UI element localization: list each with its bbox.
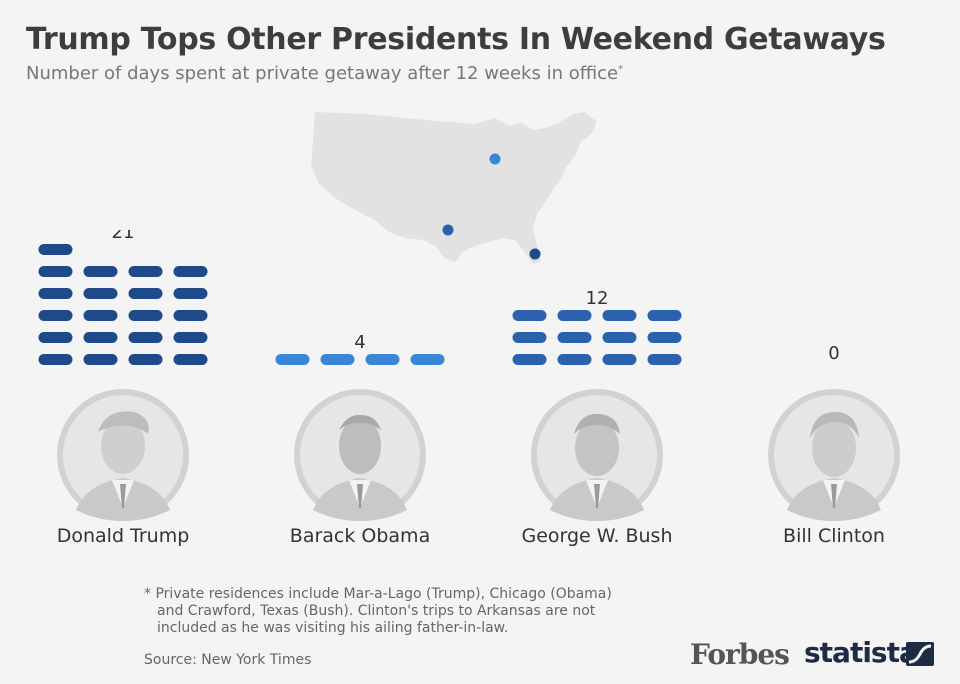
value-label: 21 bbox=[112, 230, 135, 243]
day-pill bbox=[83, 266, 118, 277]
day-pill bbox=[512, 310, 547, 321]
name-label-bush: George W. Bush bbox=[521, 525, 673, 547]
subtitle-footnote-marker: * bbox=[618, 64, 624, 75]
day-pill bbox=[365, 354, 400, 365]
day-pill bbox=[320, 354, 355, 365]
obama-portrait-icon bbox=[294, 389, 426, 521]
chart-subtitle: Number of days spent at private getaway … bbox=[26, 63, 623, 84]
value-label: 12 bbox=[586, 288, 609, 309]
day-pill bbox=[275, 354, 310, 365]
footnote-line: * Private residences include Mar-a-Lago … bbox=[144, 586, 612, 602]
day-pill bbox=[647, 332, 682, 343]
day-pill bbox=[173, 310, 208, 321]
footnote: * Private residences include Mar-a-Lago … bbox=[144, 586, 664, 637]
map-marker-crawford bbox=[442, 224, 454, 236]
day-pill bbox=[83, 310, 118, 321]
day-pill bbox=[602, 310, 637, 321]
statista-logo: statista bbox=[804, 636, 918, 669]
day-pill bbox=[647, 310, 682, 321]
chart-title: Trump Tops Other Presidents In Weekend G… bbox=[26, 22, 886, 57]
getaway-days-chart: 21 4 12 0 bbox=[38, 230, 840, 365]
day-pill bbox=[128, 288, 163, 299]
day-pill bbox=[557, 332, 592, 343]
day-pill bbox=[128, 332, 163, 343]
footnote-line: included as he was visiting his ailing f… bbox=[157, 620, 509, 636]
bush-portrait-icon bbox=[531, 389, 663, 521]
day-pill bbox=[410, 354, 445, 365]
day-pill bbox=[83, 288, 118, 299]
map-marker-chicago bbox=[489, 153, 501, 165]
forbes-logo: Forbes bbox=[690, 638, 790, 671]
statista-mark-icon bbox=[906, 642, 934, 666]
day-pill bbox=[557, 310, 592, 321]
day-pill bbox=[38, 332, 73, 343]
value-label: 0 bbox=[828, 343, 839, 364]
source-note: Source: New York Times bbox=[144, 652, 312, 668]
day-pill bbox=[38, 244, 73, 255]
day-pill bbox=[512, 332, 547, 343]
clinton-portrait-icon bbox=[768, 389, 900, 521]
day-pill bbox=[173, 332, 208, 343]
day-pill bbox=[557, 354, 592, 365]
us-map-shape bbox=[311, 112, 597, 264]
value-label: 4 bbox=[354, 332, 365, 353]
day-pill bbox=[173, 354, 208, 365]
subtitle-text: Number of days spent at private getaway … bbox=[26, 63, 619, 84]
name-label-trump: Donald Trump bbox=[56, 525, 190, 547]
day-pill bbox=[38, 266, 73, 277]
day-pill bbox=[128, 266, 163, 277]
day-pill bbox=[38, 310, 73, 321]
day-pill bbox=[647, 354, 682, 365]
day-pill bbox=[512, 354, 547, 365]
name-label-clinton: Bill Clinton bbox=[783, 525, 885, 547]
day-pill bbox=[173, 288, 208, 299]
day-pill bbox=[128, 354, 163, 365]
name-label-obama: Barack Obama bbox=[289, 525, 431, 547]
day-pill bbox=[602, 354, 637, 365]
day-pill bbox=[83, 332, 118, 343]
day-pill bbox=[83, 354, 118, 365]
day-pill bbox=[602, 332, 637, 343]
trump-portrait-icon bbox=[57, 389, 189, 521]
day-pill bbox=[173, 266, 208, 277]
footnote-line: and Crawford, Texas (Bush). Clinton's tr… bbox=[157, 603, 596, 619]
day-pill bbox=[38, 354, 73, 365]
us-map bbox=[311, 112, 597, 264]
day-pill bbox=[128, 310, 163, 321]
day-pill bbox=[38, 288, 73, 299]
map-marker-mar-a-lago bbox=[529, 248, 541, 260]
